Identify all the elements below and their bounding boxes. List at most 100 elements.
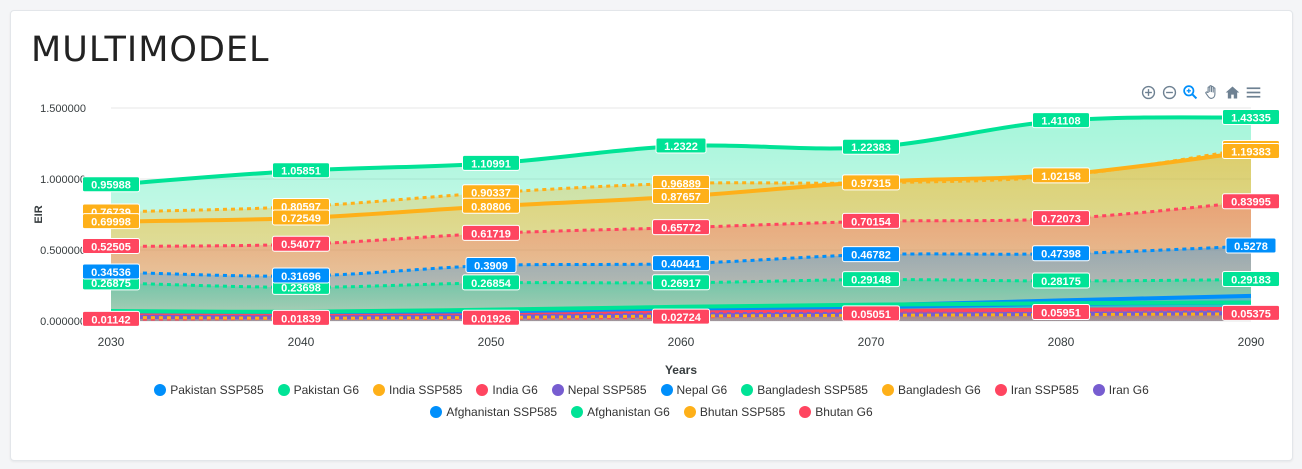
legend-label: India G6 [492, 383, 538, 397]
legend-item[interactable]: Iran SSP585 [994, 383, 1079, 397]
data-label: 0.01142 [82, 310, 140, 327]
data-label: 0.05051 [842, 305, 900, 322]
legend-item[interactable]: Bhutan G6 [799, 405, 873, 419]
x-tick-label: 2050 [478, 335, 505, 349]
legend-marker [551, 384, 564, 396]
data-label: 0.40441 [652, 255, 710, 272]
data-label-text: 0.05051 [851, 309, 891, 321]
legend-item[interactable]: Afghanistan G6 [571, 405, 670, 419]
data-label: 0.72073 [1032, 210, 1090, 227]
data-label: 0.80806 [462, 197, 520, 214]
data-label-box [1222, 193, 1280, 210]
data-label-text: 0.01142 [91, 314, 130, 326]
magnifier-icon[interactable] [1181, 83, 1200, 102]
data-label-box [82, 263, 140, 280]
data-label-box [462, 274, 520, 291]
data-label-box [462, 154, 520, 171]
data-label-text: 0.02724 [661, 312, 702, 324]
data-label-box [462, 309, 520, 326]
data-label: 1.10991 [462, 154, 520, 171]
y-tick-label: 0.000000 [40, 316, 86, 328]
data-label-text: 0.80806 [471, 201, 511, 213]
legend-label: Bangladesh G6 [897, 383, 981, 397]
data-label-text: 0.96889 [661, 178, 701, 190]
chart-card: MULTIMODEL 0.000000 0.500000 1.000000 1.500… [10, 10, 1293, 461]
data-label: 0.28175 [1032, 272, 1090, 289]
data-label-text: 0.72549 [281, 213, 321, 225]
legend-item[interactable]: Bangladesh SSP585 [741, 383, 868, 397]
legend-item[interactable]: Nepal SSP585 [551, 383, 647, 397]
legend-marker [277, 384, 290, 396]
data-label-box [652, 255, 710, 272]
legend-item[interactable]: Pakistan G6 [277, 383, 359, 397]
data-label: 0.29148 [842, 271, 900, 288]
legend-item[interactable]: India G6 [476, 383, 538, 397]
legend-item[interactable]: Nepal G6 [660, 383, 728, 397]
data-label-text: 0.26854 [471, 278, 512, 290]
legend-label: Pakistan G6 [293, 383, 359, 397]
data-label-text: 1.2322 [664, 141, 698, 153]
data-label-box [842, 271, 900, 288]
data-label-box [82, 237, 140, 254]
legend-item[interactable]: Afghanistan SSP585 [430, 405, 557, 419]
data-label-text: 0.5278 [1234, 241, 1268, 253]
data-label-box [1225, 237, 1277, 254]
data-label-box [1032, 304, 1090, 321]
legend-marker [430, 406, 443, 418]
menu-icon[interactable] [1244, 83, 1263, 102]
legend-item[interactable]: Bhutan SSP585 [683, 405, 786, 419]
data-label-box [462, 224, 520, 241]
legend-item[interactable]: Iran G6 [1092, 383, 1149, 397]
data-label: 0.54077 [272, 235, 330, 252]
data-label: 0.5278 [1225, 237, 1277, 254]
x-tick-label: 2060 [668, 335, 695, 349]
x-tick-label: 2030 [98, 335, 125, 349]
data-label-text: 0.90337 [471, 188, 511, 200]
data-label: 1.43335 [1222, 108, 1280, 125]
data-label-text: 0.23698 [281, 282, 321, 294]
chart-legend: Pakistan SSP585 Pakistan G6 India SSP585 In… [11, 383, 1292, 419]
zoom-in-icon[interactable] [1139, 83, 1158, 102]
zoom-out-icon[interactable] [1160, 83, 1179, 102]
data-label-text: 0.34536 [91, 267, 131, 279]
legend-label: Bhutan SSP585 [699, 405, 786, 419]
data-label-text: 0.87657 [661, 192, 701, 204]
data-label-box [272, 267, 330, 284]
data-label: 0.26854 [462, 274, 520, 291]
legend-marker [994, 384, 1007, 396]
data-label-box [1032, 245, 1090, 262]
data-label: 0.01926 [462, 309, 520, 326]
data-label: 1.19383 [1222, 142, 1280, 159]
data-label: 0.46782 [842, 246, 900, 263]
data-label: 0.90337 [462, 184, 520, 201]
data-label: 1.2322 [655, 137, 707, 154]
data-label-text: 0.40441 [661, 259, 701, 271]
legend-marker [154, 384, 167, 396]
data-label: 0.96889 [652, 174, 710, 191]
data-label: 0.52505 [82, 237, 140, 254]
legend-marker [660, 384, 673, 396]
legend-label: Nepal G6 [676, 383, 728, 397]
data-label-box [1032, 167, 1090, 184]
page-title: MULTIMODEL [31, 30, 270, 70]
y-axis-title: EIR [33, 205, 45, 223]
x-tick-label: 2090 [1238, 335, 1265, 349]
data-label-box [842, 305, 900, 322]
data-label-box [1222, 142, 1280, 159]
legend-item[interactable]: India SSP585 [373, 383, 462, 397]
data-label: 0.70154 [842, 212, 900, 229]
data-label: 1.22383 [842, 138, 900, 155]
pan-hand-icon[interactable] [1202, 83, 1221, 102]
data-label-text: 0.83995 [1231, 197, 1271, 209]
legend-item[interactable]: Pakistan SSP585 [154, 383, 264, 397]
data-label: 0.97315 [842, 174, 900, 191]
data-label: 0.83995 [1222, 193, 1280, 210]
data-label-text: 0.28175 [1041, 276, 1081, 288]
data-label-box [1032, 272, 1090, 289]
home-reset-icon[interactable] [1223, 83, 1242, 102]
data-label-text: 1.43335 [1231, 112, 1271, 124]
legend-marker [741, 384, 754, 396]
legend-item[interactable]: Bangladesh G6 [881, 383, 981, 397]
data-label: 0.72549 [272, 209, 330, 226]
legend-label: Afghanistan SSP585 [446, 405, 558, 419]
